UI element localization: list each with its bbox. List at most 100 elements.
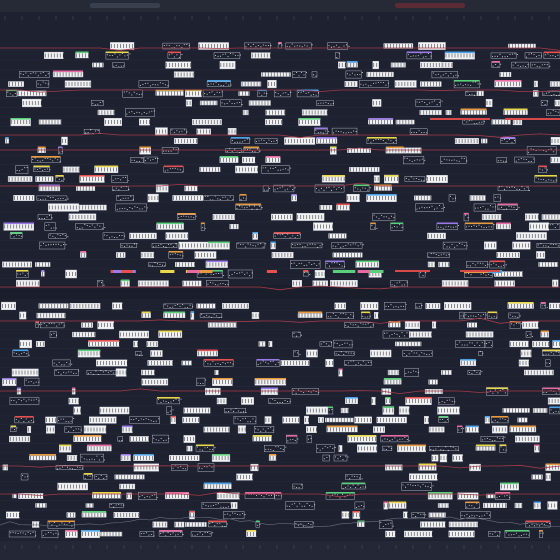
clip[interactable] <box>37 214 52 220</box>
clip[interactable] <box>473 203 496 212</box>
clip[interactable] <box>336 204 350 211</box>
clip[interactable] <box>366 71 394 77</box>
clip[interactable] <box>327 406 334 415</box>
clip[interactable] <box>137 492 157 500</box>
clip[interactable] <box>10 426 17 433</box>
clip[interactable] <box>493 194 501 202</box>
clip[interactable] <box>207 322 237 328</box>
clip[interactable] <box>437 406 460 415</box>
clip[interactable] <box>71 388 76 395</box>
clip[interactable] <box>171 464 188 471</box>
clip[interactable] <box>500 138 516 144</box>
clip[interactable] <box>19 311 27 320</box>
clip[interactable] <box>322 454 330 462</box>
clip[interactable] <box>431 454 439 462</box>
clip[interactable] <box>88 341 120 347</box>
clip[interactable] <box>297 313 323 318</box>
clip[interactable] <box>86 445 112 452</box>
clip[interactable] <box>542 351 560 357</box>
clip[interactable] <box>242 109 249 116</box>
clip[interactable] <box>372 61 379 70</box>
clip[interactable] <box>161 147 179 154</box>
clip[interactable] <box>41 530 59 538</box>
clip[interactable] <box>33 167 50 172</box>
clip[interactable] <box>411 512 426 518</box>
clip[interactable] <box>40 322 65 329</box>
clip[interactable] <box>16 388 22 395</box>
clip[interactable] <box>370 349 392 358</box>
clip[interactable] <box>65 269 77 279</box>
clip[interactable] <box>383 379 402 385</box>
clip[interactable] <box>518 359 530 367</box>
clip[interactable] <box>205 387 221 396</box>
clip[interactable] <box>481 138 488 144</box>
clip[interactable] <box>120 280 130 287</box>
clip[interactable] <box>172 195 204 201</box>
clip[interactable] <box>361 312 371 319</box>
clip[interactable] <box>334 302 347 310</box>
clip[interactable] <box>220 99 242 107</box>
clip[interactable] <box>282 416 300 424</box>
clip[interactable] <box>316 138 338 144</box>
clip[interactable] <box>492 425 508 434</box>
clip[interactable] <box>485 98 493 107</box>
clip[interactable] <box>465 331 494 338</box>
clip[interactable] <box>388 322 401 328</box>
clip[interactable] <box>497 205 518 210</box>
clip[interactable] <box>395 119 415 125</box>
clip[interactable] <box>292 280 302 288</box>
clip[interactable] <box>99 406 130 415</box>
clip[interactable] <box>224 408 246 414</box>
clip[interactable] <box>438 261 450 268</box>
clip[interactable] <box>469 195 486 201</box>
clip[interactable] <box>491 417 509 424</box>
clip[interactable] <box>166 406 172 415</box>
clip[interactable] <box>438 397 455 405</box>
clip[interactable] <box>273 233 301 239</box>
clip[interactable] <box>306 406 329 415</box>
clip[interactable] <box>390 280 408 287</box>
clip[interactable] <box>509 340 529 348</box>
clip[interactable] <box>420 61 442 69</box>
clip[interactable] <box>62 166 80 173</box>
clip[interactable] <box>285 42 312 50</box>
clip[interactable] <box>338 445 343 452</box>
clip[interactable] <box>203 359 234 367</box>
clip[interactable] <box>115 368 127 377</box>
clip[interactable] <box>480 436 504 443</box>
clip[interactable] <box>194 251 217 259</box>
clip[interactable] <box>29 455 57 461</box>
clip[interactable] <box>346 193 360 202</box>
clip[interactable] <box>409 128 428 135</box>
clip[interactable] <box>448 521 478 528</box>
clip[interactable] <box>517 417 528 423</box>
clip[interactable] <box>69 303 101 309</box>
clip[interactable] <box>133 340 138 348</box>
clip[interactable] <box>27 426 32 434</box>
clip[interactable] <box>2 261 32 268</box>
clip[interactable] <box>292 71 307 78</box>
clip[interactable] <box>525 213 539 221</box>
clip[interactable] <box>515 435 540 443</box>
clip[interactable] <box>549 302 560 310</box>
clip[interactable] <box>347 435 377 443</box>
clip[interactable] <box>146 341 159 347</box>
clip[interactable] <box>141 313 151 318</box>
clip[interactable] <box>303 271 309 277</box>
clip[interactable] <box>110 42 135 50</box>
clip[interactable] <box>260 388 279 395</box>
clip[interactable] <box>414 195 432 201</box>
clip[interactable] <box>163 312 186 319</box>
clip[interactable] <box>219 61 236 70</box>
clip[interactable] <box>383 43 414 49</box>
clip[interactable] <box>169 455 200 462</box>
clip[interactable] <box>382 330 410 339</box>
clip[interactable] <box>554 99 560 107</box>
clip[interactable] <box>182 280 202 287</box>
clip[interactable] <box>404 147 422 154</box>
clip[interactable] <box>261 165 290 174</box>
clip[interactable] <box>35 503 47 508</box>
clip[interactable] <box>321 175 346 183</box>
clip[interactable] <box>355 261 380 268</box>
clip[interactable] <box>125 108 155 117</box>
